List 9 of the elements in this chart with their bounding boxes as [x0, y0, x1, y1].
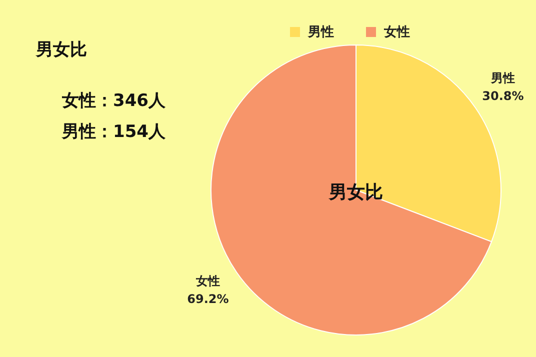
- data-label: 30.8%: [482, 89, 524, 103]
- text: 男性：154人: [61, 122, 166, 142]
- text: 男女比: [35, 40, 87, 60]
- legend-label: 男性: [307, 25, 334, 40]
- legend-label: 女性: [383, 25, 410, 40]
- data-label: 69.2%: [187, 292, 229, 306]
- slice-label: 男性: [490, 71, 515, 85]
- text: 女性：346人: [61, 91, 166, 111]
- slice-label: 女性: [195, 274, 220, 288]
